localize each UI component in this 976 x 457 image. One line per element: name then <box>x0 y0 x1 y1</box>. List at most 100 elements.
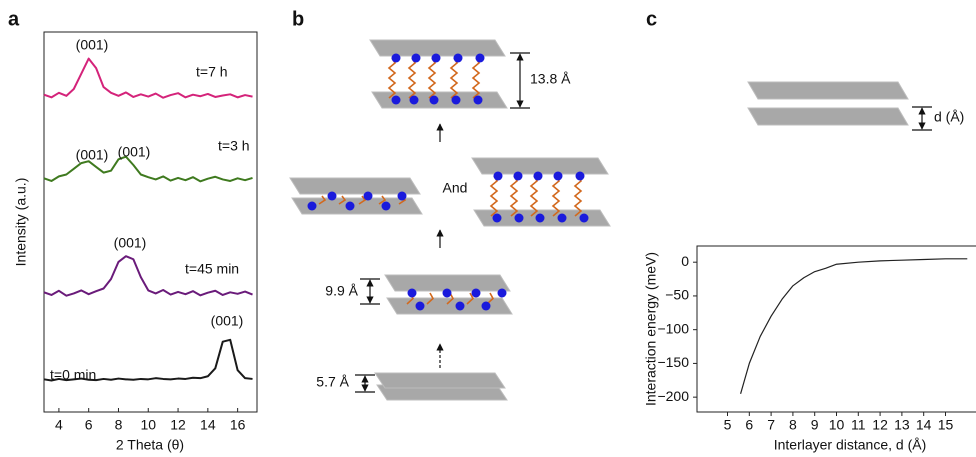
scale-label: 13.8 Å <box>530 71 571 87</box>
y-tick-label: −100 <box>657 320 689 336</box>
y-axis-label: Intensity (a.u.) <box>13 178 29 267</box>
x-tick-label: 12 <box>170 417 186 433</box>
scale-label: 9.9 Å <box>325 283 358 299</box>
ion <box>442 288 452 298</box>
sheet <box>386 297 513 315</box>
ion <box>431 53 441 63</box>
x-tick-label: 5 <box>724 417 732 433</box>
x-tick-label: 13 <box>894 417 910 433</box>
ion <box>455 301 465 311</box>
chain <box>529 175 539 217</box>
x-tick-label: 14 <box>916 417 932 433</box>
plot-frame <box>696 245 976 413</box>
ion <box>415 301 425 311</box>
panel-label: c <box>646 8 657 30</box>
ion <box>473 95 483 105</box>
sheet <box>374 372 506 389</box>
chain <box>427 57 437 99</box>
chain <box>378 195 387 205</box>
peak-label: (001) <box>211 313 244 329</box>
chain <box>358 195 367 205</box>
ion <box>514 213 524 223</box>
scale-label: d (Å) <box>934 109 964 125</box>
chain <box>387 57 397 99</box>
sheet <box>747 81 909 100</box>
x-tick-label: 12 <box>872 417 888 433</box>
y-tick-label: −150 <box>657 354 689 370</box>
line <box>740 258 968 394</box>
chain <box>573 175 583 217</box>
chain <box>489 175 499 217</box>
ion <box>453 53 463 63</box>
ion <box>407 288 417 298</box>
x-tick-label: 9 <box>811 417 819 433</box>
x-tick-label: 16 <box>230 417 246 433</box>
ion <box>553 171 563 181</box>
line <box>43 57 253 99</box>
ion <box>579 213 589 223</box>
chain <box>466 292 475 305</box>
chain <box>486 292 495 305</box>
ion <box>493 171 503 181</box>
ion <box>411 53 421 63</box>
sheet <box>289 177 421 195</box>
panel-label: a <box>8 8 20 30</box>
ion <box>397 191 407 201</box>
ion <box>575 171 585 181</box>
line <box>43 255 253 297</box>
x-axis-label: 2 Theta (θ) <box>116 437 184 453</box>
chain <box>338 195 347 205</box>
x-tick-label: 14 <box>200 417 216 433</box>
ion <box>429 95 439 105</box>
y-axis-label: Interaction energy (meV) <box>643 252 659 406</box>
ion <box>391 95 401 105</box>
series-label: t=0 min <box>50 367 96 383</box>
ion <box>535 213 545 223</box>
sheet <box>747 107 909 126</box>
peak-label: (001) <box>118 144 151 160</box>
series-label: t=7 h <box>196 64 228 80</box>
ion <box>307 201 317 211</box>
x-tick-label: 8 <box>789 417 797 433</box>
x-tick-label: 10 <box>140 417 156 433</box>
peak-label: (001) <box>76 37 109 53</box>
x-tick-label: 7 <box>767 417 775 433</box>
chain <box>318 195 327 205</box>
peak-label: (001) <box>76 147 109 163</box>
peak-label: (001) <box>114 235 147 251</box>
x-tick-label: 15 <box>938 417 954 433</box>
chain <box>471 57 481 99</box>
ion <box>557 213 567 223</box>
scale-label: 5.7 Å <box>316 374 349 390</box>
ion <box>471 288 481 298</box>
ion <box>345 201 355 211</box>
ion <box>409 95 419 105</box>
ion <box>492 213 502 223</box>
chain <box>509 175 519 217</box>
chain <box>551 175 561 217</box>
ion <box>327 191 337 201</box>
x-tick-label: 6 <box>85 417 93 433</box>
label: And <box>443 180 468 196</box>
panel-label: b <box>292 8 304 30</box>
chain <box>449 57 459 99</box>
ion <box>475 53 485 63</box>
series-label: t=3 h <box>218 138 250 154</box>
sheet <box>471 157 609 175</box>
ion <box>381 201 391 211</box>
sheet <box>369 39 506 57</box>
sheet <box>384 274 511 292</box>
y-tick-label: −200 <box>657 388 689 404</box>
line <box>43 155 253 183</box>
y-tick-label: −50 <box>665 287 689 303</box>
ion <box>481 301 491 311</box>
chain <box>426 292 435 305</box>
x-axis-label: Interlayer distance, d (Å) <box>774 437 927 453</box>
ion <box>451 95 461 105</box>
plot-frame <box>43 31 258 413</box>
x-tick-label: 6 <box>745 417 753 433</box>
chain <box>407 57 417 99</box>
y-tick-label: 0 <box>681 253 689 269</box>
x-tick-label: 8 <box>115 417 123 433</box>
